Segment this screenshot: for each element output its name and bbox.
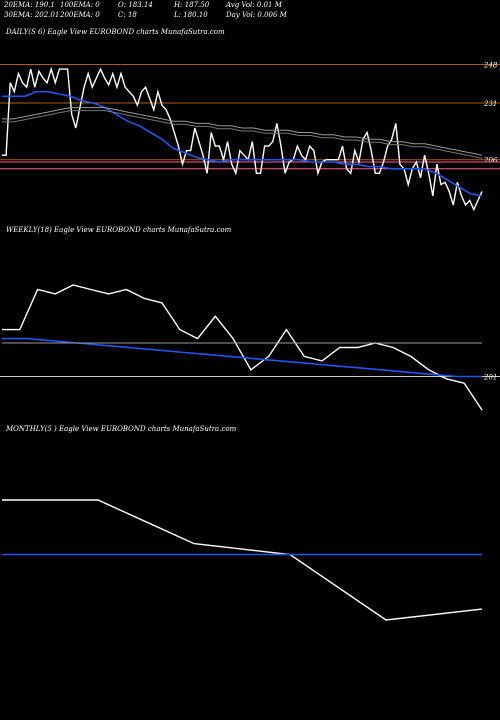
- ema_blue-line: [2, 337, 482, 378]
- weekly-panel-title: WEEKLY(18) Eagle View EUROBOND charts Mu…: [6, 226, 232, 234]
- level-label-1: 231: [483, 100, 497, 108]
- daily-panel-title: DAILY(S 6) Eagle View EUROBOND charts Mu…: [5, 28, 225, 36]
- close-value: C: 18: [118, 11, 137, 19]
- level-label-0: 248: [483, 62, 498, 70]
- ema200-value: 200EMA: 0: [60, 11, 100, 19]
- ema_gray-line: [2, 107, 483, 156]
- dayvol-value: Day Vol: 0.006 M: [226, 11, 287, 19]
- price-line: [2, 284, 483, 411]
- price-line: [2, 499, 483, 621]
- ema30-value: 30EMA: 202.01: [4, 11, 60, 19]
- ema-gray-line-2: [2, 110, 483, 159]
- weekly-panel: 201: [0, 284, 500, 411]
- high-value: H: 187.50: [174, 1, 210, 9]
- ema20-value: 20EMA: 190.1: [4, 1, 55, 9]
- ema_blue-line: [2, 90, 483, 197]
- avgvol-value: Avg Vol: 0.01 M: [226, 1, 282, 9]
- open-value: O: 183.14: [118, 1, 153, 9]
- ema100-value: 100EMA: 0: [60, 1, 100, 9]
- price-line: [2, 66, 483, 212]
- monthly-panel-title: MONTHLY(5 ) Eagle View EUROBOND charts M…: [5, 425, 237, 433]
- level-label-2: 206: [483, 157, 498, 165]
- level-label-0: 201: [483, 374, 497, 382]
- monthly-panel: [2, 499, 483, 621]
- daily-panel: 248 231 206: [0, 62, 500, 212]
- low-value: L: 180.10: [174, 11, 208, 19]
